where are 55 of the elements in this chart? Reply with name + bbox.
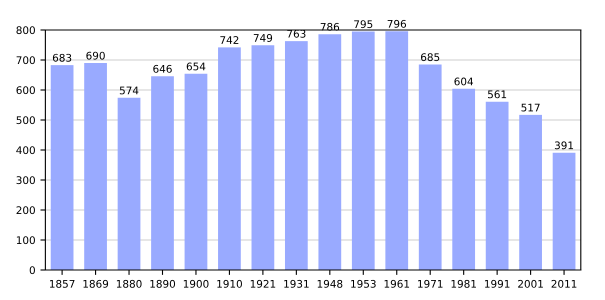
data-label: 795: [354, 20, 372, 28]
bar: [218, 47, 241, 270]
bar: [184, 74, 208, 270]
y-tick-label: 200: [16, 206, 35, 214]
y-tick-label: 500: [16, 116, 35, 124]
y-tick-label: 700: [16, 56, 35, 64]
x-tick-label: 1953: [351, 280, 376, 288]
bar: [151, 76, 174, 270]
data-label: 685: [421, 53, 440, 62]
bar: [452, 88, 476, 270]
data-label: 646: [153, 64, 172, 73]
y-tick-label: 100: [16, 236, 35, 244]
y-tick-label: 0: [30, 266, 35, 274]
bar: [385, 31, 408, 270]
x-tick-label: 1931: [284, 280, 309, 288]
bar: [352, 32, 375, 270]
bar: [318, 34, 342, 270]
x-tick-label: 1900: [184, 280, 209, 288]
bar: [418, 64, 442, 270]
x-tick-label: 1991: [485, 280, 510, 288]
x-tick-label: 1880: [116, 280, 142, 288]
bar: [118, 98, 140, 270]
y-tick-label: 300: [16, 176, 35, 184]
data-label: 604: [454, 78, 474, 86]
x-tick-label: 2001: [518, 280, 543, 288]
bar: [486, 102, 509, 270]
bar: [519, 114, 542, 270]
y-tick-label: 600: [16, 86, 35, 94]
data-label: 683: [52, 54, 72, 62]
x-tick-label: 2011: [552, 280, 576, 288]
x-tick-label: 1910: [217, 280, 242, 288]
y-tick-label: 800: [16, 26, 35, 34]
x-tick-label: 1921: [250, 280, 276, 288]
data-label: 574: [120, 86, 138, 94]
x-tick-label: 1948: [318, 280, 342, 288]
data-label: 690: [86, 52, 105, 60]
data-label: 391: [554, 141, 574, 150]
x-tick-label: 1869: [83, 280, 108, 288]
y-tick-label: 400: [16, 146, 35, 154]
data-label: 561: [488, 90, 506, 98]
data-label: 517: [521, 104, 540, 112]
bar: [252, 45, 274, 270]
data-label: 749: [254, 34, 272, 42]
data-label: 742: [220, 36, 238, 44]
x-tick-label: 1981: [452, 280, 476, 288]
bar: [84, 63, 107, 270]
x-tick-label: 1890: [150, 280, 176, 288]
bar: [50, 65, 74, 270]
bar: [284, 41, 308, 270]
x-tick-label: 1857: [50, 280, 74, 288]
data-label: 796: [388, 20, 406, 28]
bar: [552, 152, 576, 270]
data-label: 654: [186, 62, 206, 70]
x-tick-label: 1961: [384, 280, 410, 288]
x-tick-label: 1971: [418, 280, 443, 288]
